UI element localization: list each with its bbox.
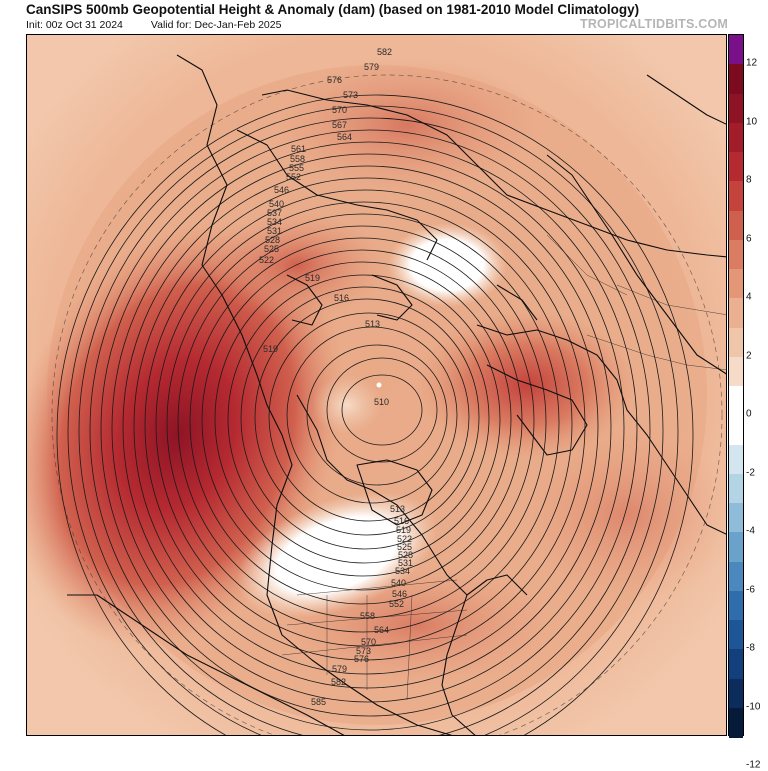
contour-label: 582 <box>377 47 392 57</box>
contour-label: 534 <box>267 217 282 227</box>
brand-watermark: TROPICALTIDBITS.COM <box>579 17 728 31</box>
contour-label: 552 <box>286 172 301 182</box>
contour-label: 525 <box>264 244 279 254</box>
colorbar-segment <box>729 298 743 329</box>
colorbar-tick-label: 0 <box>746 408 752 420</box>
contour-label: 564 <box>374 625 389 635</box>
contour-label: 552 <box>389 599 404 609</box>
contour-label: 522 <box>259 255 274 265</box>
contour-label: 564 <box>337 132 352 142</box>
valid-period: Valid for: Dec-Jan-Feb 2025 <box>150 19 282 31</box>
contour-label: 546 <box>392 589 407 599</box>
contour-label: 540 <box>269 199 284 209</box>
colorbar-tick-label: 6 <box>746 233 752 245</box>
contour-label: 540 <box>391 578 406 588</box>
contour-label: 519 <box>396 525 411 535</box>
colorbar-segment <box>729 386 743 416</box>
contour-label: 534 <box>395 566 410 576</box>
contour-label: 531 <box>267 226 282 236</box>
pole-marker <box>376 382 382 388</box>
colorbar-segment <box>729 532 743 563</box>
contour-label: 513 <box>390 504 405 514</box>
contour-label-group: 582 579 576 573 570 567 564 561 558 555 … <box>259 47 413 707</box>
chart-title: CanSIPS 500mb Geopotential Height & Anom… <box>26 2 640 17</box>
colorbar-segment <box>729 590 743 621</box>
contour-label: 573 <box>356 646 371 656</box>
colorbar-tick-label: 12 <box>746 57 758 69</box>
contour-label: 582 <box>331 677 346 687</box>
colorbar-segment <box>729 649 743 680</box>
colorbar-segment <box>729 473 743 504</box>
colorbar-segment <box>729 415 743 446</box>
contour-label: 525 <box>397 542 412 552</box>
contour-label: 567 <box>332 120 347 130</box>
colorbar-segment <box>729 620 743 650</box>
contour-label: 522 <box>397 534 412 544</box>
colorbar-segment <box>729 210 743 241</box>
colorbar-segment <box>729 122 743 153</box>
contour-label: 561 <box>291 144 306 154</box>
colorbar-segment <box>729 356 743 387</box>
colorbar-tick-label: 2 <box>746 350 752 362</box>
colorbar-segment <box>729 35 743 65</box>
contour-label: 528 <box>265 235 280 245</box>
contour-label: 555 <box>289 163 304 173</box>
colorbar-segment <box>729 269 743 299</box>
colorbar-tick-label: 4 <box>746 291 752 303</box>
contour-label: 576 <box>327 75 342 85</box>
contour-label: 519 <box>263 344 278 354</box>
colorbar-segment <box>729 152 743 182</box>
colorbar-segment <box>729 707 743 738</box>
contour-label: 510 <box>374 397 389 407</box>
colorbar-tick-label: -12 <box>746 759 761 771</box>
colorbar-segment <box>729 678 743 709</box>
contour-label: 558 <box>360 611 375 621</box>
contour-label: 576 <box>354 654 369 664</box>
contour-label: 531 <box>398 558 413 568</box>
contour-label: 528 <box>398 550 413 560</box>
colorbar-tick-label: -4 <box>746 525 755 537</box>
colorbar-tick-label: -10 <box>746 701 761 713</box>
contour-label: 516 <box>394 516 409 526</box>
contour-label: 585 <box>311 697 326 707</box>
contour-label: 546 <box>274 185 289 195</box>
colorbar-segment <box>729 561 743 592</box>
contour-label: 519 <box>305 273 320 283</box>
colorbar-segment <box>729 239 743 270</box>
contour-label: 570 <box>332 105 347 115</box>
colorbar-tick-label: -2 <box>746 467 755 479</box>
colorbar-segment <box>729 444 743 475</box>
colorbar-segment <box>729 503 743 533</box>
contour-label: 579 <box>364 62 379 72</box>
contour-label: 570 <box>361 637 376 647</box>
colorbar-segment <box>729 93 743 124</box>
chart-subtitle: Init: 00z Oct 31 2024 Valid for: Dec-Jan-… <box>26 19 281 31</box>
colorbar-tick-label: -6 <box>746 584 755 596</box>
colorbar-tick-label: -8 <box>746 642 755 654</box>
contour-label: 537 <box>267 208 282 218</box>
contour-label: 573 <box>343 90 358 100</box>
contour-label: 579 <box>332 664 347 674</box>
map-panel: 582 579 576 573 570 567 564 561 558 555 … <box>26 34 727 736</box>
colorbar-tick-label: 8 <box>746 174 752 186</box>
contour-label: 516 <box>334 293 349 303</box>
colorbar-tick-label: 10 <box>746 116 758 128</box>
colorbar-segment <box>729 327 743 358</box>
contour-label: 558 <box>290 154 305 164</box>
colorbar-segment <box>729 64 743 95</box>
anomaly-colorbar <box>728 34 744 738</box>
colorbar-segment <box>729 181 743 212</box>
contour-label: 513 <box>365 319 380 329</box>
init-time: Init: 00z Oct 31 2024 <box>26 19 123 31</box>
anomaly-map: 582 579 576 573 570 567 564 561 558 555 … <box>27 35 726 735</box>
